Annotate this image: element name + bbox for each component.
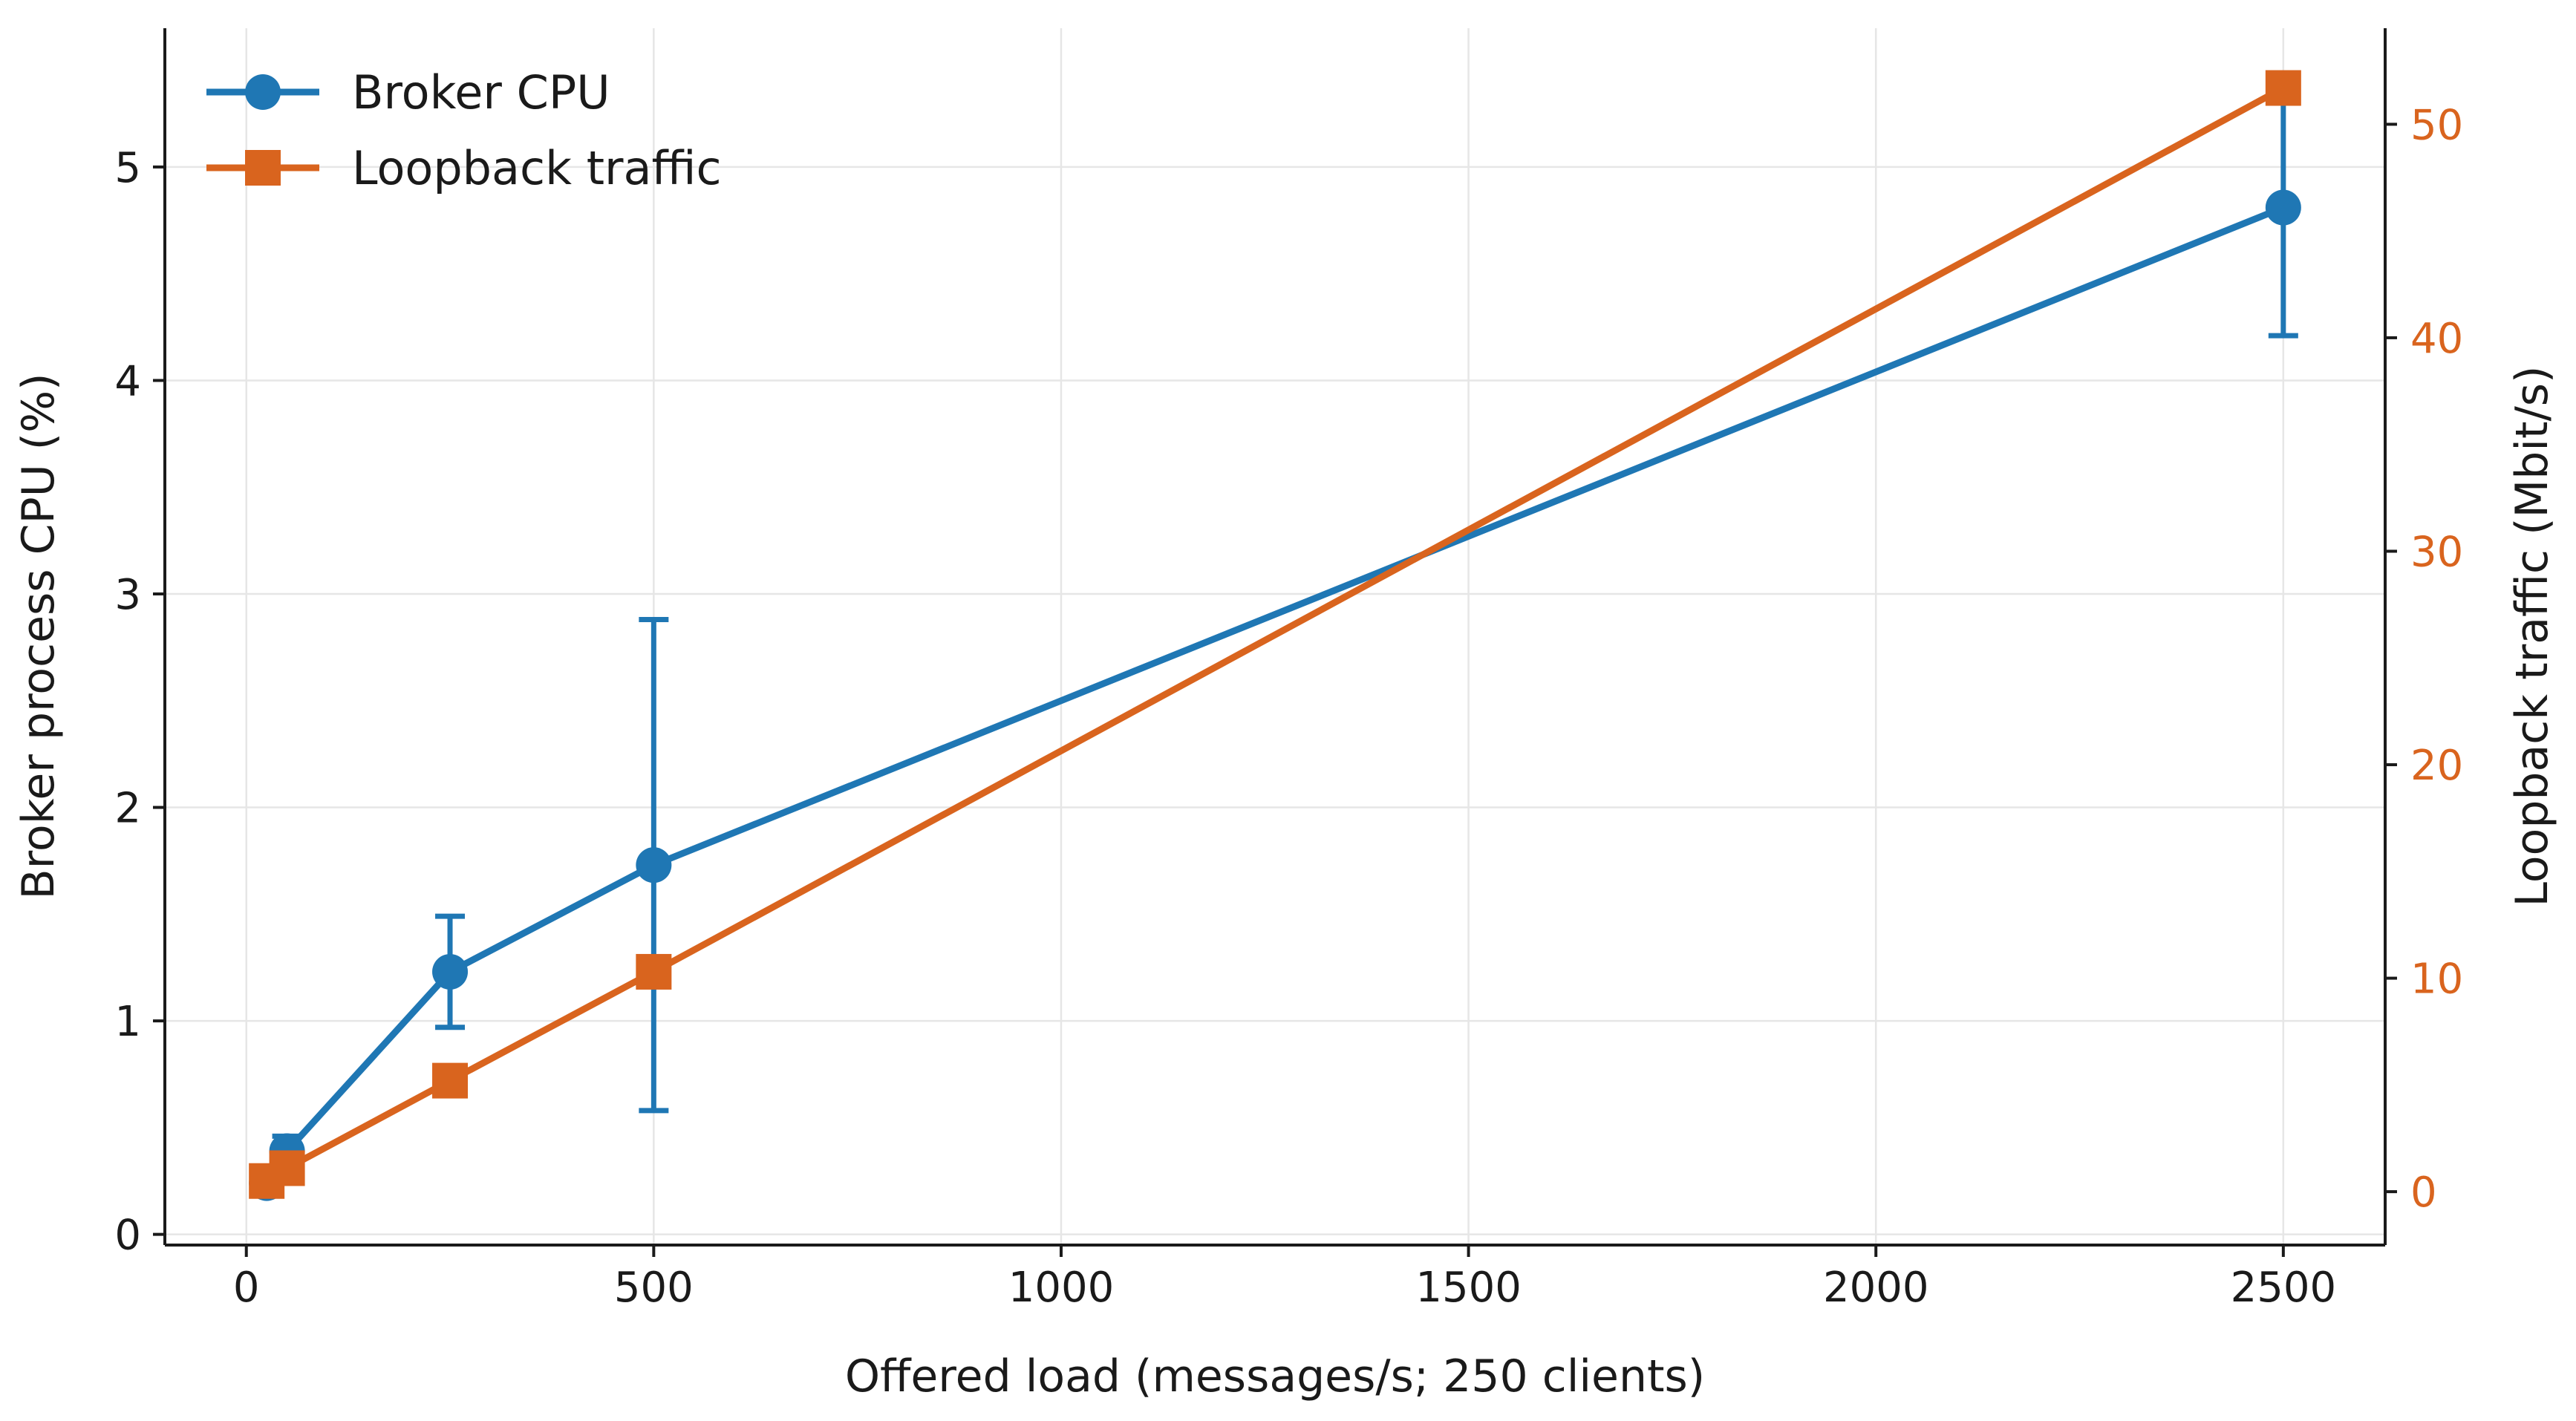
legend-marker-loopback-traffic [245,150,281,186]
axes-frame [163,28,2387,1247]
legend-item-broker-cpu: Broker CPU [206,65,610,120]
y-right-tick-label: 50 [2410,101,2463,149]
y-right-tick-label: 20 [2410,742,2463,790]
y-left-tick-label: 0 [114,1212,141,1260]
y-axis-left-label: Broker process CPU (%) [13,373,65,899]
y-right-tick-label: 10 [2410,956,2463,1004]
y-left-tick-label: 4 [114,357,141,405]
y-axis-right-label: Loopback traffic (Mbit/s) [2506,366,2558,907]
x-tick-label: 2000 [1823,1264,1929,1312]
y-left-tick-label: 3 [114,571,141,619]
series [249,70,2301,1201]
data-point-broker-cpu [2265,189,2301,226]
y-left-tick-label: 1 [114,998,141,1046]
legend-label-loopback-traffic: Loopback traffic [352,141,722,195]
x-tick-label: 0 [233,1264,260,1312]
data-point-loopback-traffic [269,1150,305,1186]
x-tick-label: 500 [614,1264,694,1312]
y-left-tick-label: 5 [114,144,141,192]
y-right-tick-label: 40 [2410,315,2463,363]
legend-item-loopback-traffic: Loopback traffic [206,141,722,195]
y-right-tick-label: 0 [2410,1169,2437,1217]
y-right-tick-label: 30 [2410,528,2463,576]
x-tick-label: 1500 [1415,1264,1522,1312]
data-point-loopback-traffic [2265,70,2301,106]
y-left-tick-label: 2 [114,785,141,833]
data-point-broker-cpu [636,847,672,883]
x-tick-label: 1000 [1008,1264,1115,1312]
data-point-loopback-traffic [432,1062,469,1099]
data-point-loopback-traffic [636,953,672,990]
x-tick-label: 2500 [2231,1264,2337,1312]
x-axis-label: Offered load (messages/s; 250 clients) [845,1350,1705,1402]
series-loopback-traffic [249,70,2301,1199]
series-line-loopback-traffic [264,85,2285,1184]
legend: Broker CPU Loopback traffic [206,65,722,195]
series-line-broker-cpu [264,204,2285,1186]
data-point-broker-cpu [432,953,469,990]
legend-marker-broker-cpu [245,74,281,110]
legend-label-broker-cpu: Broker CPU [352,65,610,120]
